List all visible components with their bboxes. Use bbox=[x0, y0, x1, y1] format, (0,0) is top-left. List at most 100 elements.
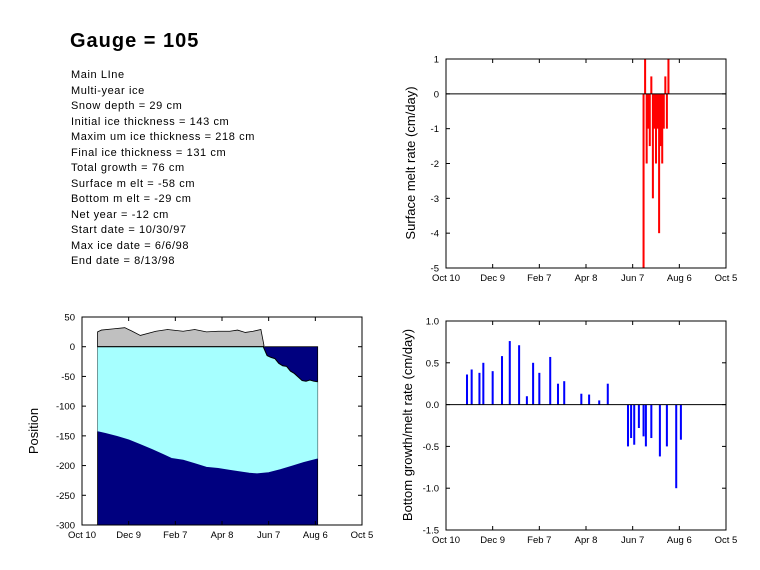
x-tick-label: Oct 10 bbox=[432, 273, 460, 284]
y-tick-label: -150 bbox=[56, 431, 75, 442]
x-tick-label: Feb 7 bbox=[163, 530, 187, 541]
y-tick-label: 0 bbox=[434, 89, 439, 100]
x-tick-label: Dec 9 bbox=[480, 535, 505, 546]
bar bbox=[538, 372, 541, 405]
y-tick-label: -0.5 bbox=[423, 442, 439, 453]
y-tick-label: -5 bbox=[431, 264, 439, 275]
bar bbox=[651, 93, 654, 199]
surface-melt-chart: Oct 10 Dec 9 Feb 7 Apr 8 Jun 7 Aug 6 Oct 5 1 0 -1… bbox=[403, 55, 737, 285]
x-tick-label: Jun 7 bbox=[257, 530, 280, 541]
info-line: Bottom m elt = -29 cm bbox=[71, 193, 192, 205]
bar bbox=[598, 400, 601, 405]
bar bbox=[644, 59, 647, 94]
bar bbox=[667, 59, 670, 94]
ice-top-line bbox=[97, 346, 318, 383]
bar bbox=[658, 404, 661, 457]
bar bbox=[653, 93, 656, 129]
y-tick-label: -1.0 bbox=[423, 484, 439, 495]
bar bbox=[665, 93, 668, 129]
x-tick-label: Apr 8 bbox=[575, 535, 598, 546]
plot-frame bbox=[445, 58, 727, 269]
bar bbox=[549, 356, 552, 405]
info-line: Max ice date = 6/6/98 bbox=[71, 239, 190, 252]
bar bbox=[654, 93, 658, 164]
x-tick-label: Oct 5 bbox=[351, 530, 374, 541]
bar bbox=[482, 362, 485, 405]
x-tick-label: Feb 7 bbox=[527, 535, 551, 546]
page-title: Gauge = 105 bbox=[70, 30, 200, 52]
gauge-info-list: Main LIne Multi-year ice Snow depth = 29 c… bbox=[71, 68, 255, 270]
bar bbox=[656, 93, 659, 129]
ice-bottom-line bbox=[97, 431, 318, 475]
x-tick-label: Aug 6 bbox=[667, 273, 692, 284]
info-line: Snow depth = 29 cm bbox=[71, 100, 183, 112]
bar bbox=[679, 404, 682, 440]
x-tick-label: Oct 5 bbox=[715, 273, 738, 284]
bar bbox=[650, 404, 653, 439]
x-tick-label: Aug 6 bbox=[303, 530, 328, 541]
y-tick-label: 1.0 bbox=[426, 317, 439, 328]
info-line: Net year = -12 cm bbox=[71, 208, 169, 221]
bar bbox=[650, 76, 653, 94]
info-line: Initial ice thickness = 143 cm bbox=[71, 115, 230, 128]
y-axis-label: Position bbox=[26, 408, 41, 454]
y-tick-label: -1 bbox=[431, 124, 439, 135]
snow-layer bbox=[97, 327, 265, 348]
y-tick-label: -250 bbox=[56, 491, 75, 502]
bar bbox=[465, 374, 469, 405]
bottom-growth-chart: Oct 10 Dec 9 Feb 7 Apr 8 Jun 7 Aug 6 Oct 5 1.0 0… bbox=[400, 317, 737, 547]
y-tick-label: -4 bbox=[431, 229, 439, 240]
bar bbox=[637, 404, 640, 429]
bar bbox=[478, 372, 481, 405]
bar bbox=[665, 404, 668, 447]
y-tick-label: -3 bbox=[431, 194, 439, 205]
y-tick-label: -100 bbox=[56, 402, 75, 413]
x-tick-label: Dec 9 bbox=[480, 273, 505, 284]
y-axis-label: Bottom growth/melt rate (cm/day) bbox=[400, 329, 415, 521]
bar bbox=[642, 93, 645, 268]
bar bbox=[633, 404, 636, 445]
bar bbox=[491, 371, 494, 405]
bar bbox=[644, 404, 647, 447]
position-chart: Oct 10 Dec 9 Feb 7 Apr 8 Jun 7 Aug 6 Oct 5 50 0 -… bbox=[26, 313, 373, 542]
bar bbox=[648, 93, 651, 147]
info-line: Start date = 10/30/97 bbox=[71, 224, 187, 236]
bar bbox=[518, 345, 521, 405]
x-tick-label: Oct 10 bbox=[432, 535, 460, 546]
bar bbox=[580, 393, 583, 405]
y-tick-label: -2 bbox=[431, 159, 439, 170]
info-line: Main LIne bbox=[71, 69, 125, 81]
x-tick-label: Dec 9 bbox=[116, 530, 141, 541]
x-tick-label: Jun 7 bbox=[621, 273, 644, 284]
bar bbox=[556, 383, 560, 405]
x-tick-label: Feb 7 bbox=[527, 273, 551, 284]
bar bbox=[626, 404, 630, 447]
y-tick-label: 0 bbox=[70, 342, 75, 353]
plot-frame bbox=[445, 320, 727, 531]
info-line: Multi-year ice bbox=[71, 84, 145, 97]
bar bbox=[470, 369, 473, 405]
bar bbox=[508, 341, 511, 405]
bar bbox=[664, 76, 667, 94]
bar bbox=[630, 404, 633, 439]
y-tick-label: 50 bbox=[64, 313, 75, 324]
info-line: Maxim um ice thickness = 218 cm bbox=[71, 131, 255, 143]
bar bbox=[658, 93, 661, 234]
bar bbox=[645, 93, 648, 164]
bar bbox=[563, 381, 566, 405]
bar bbox=[500, 356, 504, 405]
x-tick-label: Apr 8 bbox=[211, 530, 234, 541]
bar bbox=[525, 396, 528, 405]
x-tick-label: Aug 6 bbox=[667, 535, 692, 546]
y-tick-label: 1 bbox=[434, 55, 439, 66]
bar bbox=[675, 404, 678, 489]
bar bbox=[588, 394, 591, 405]
y-tick-label: -200 bbox=[56, 461, 75, 472]
y-tick-label: 0.5 bbox=[426, 358, 439, 369]
x-tick-label: Apr 8 bbox=[575, 273, 598, 284]
x-tick-label: Oct 5 bbox=[715, 535, 738, 546]
y-tick-label: 0.0 bbox=[426, 400, 439, 411]
x-tick-label: Jun 7 bbox=[621, 535, 644, 546]
info-line: Total growth = 76 cm bbox=[71, 162, 185, 174]
